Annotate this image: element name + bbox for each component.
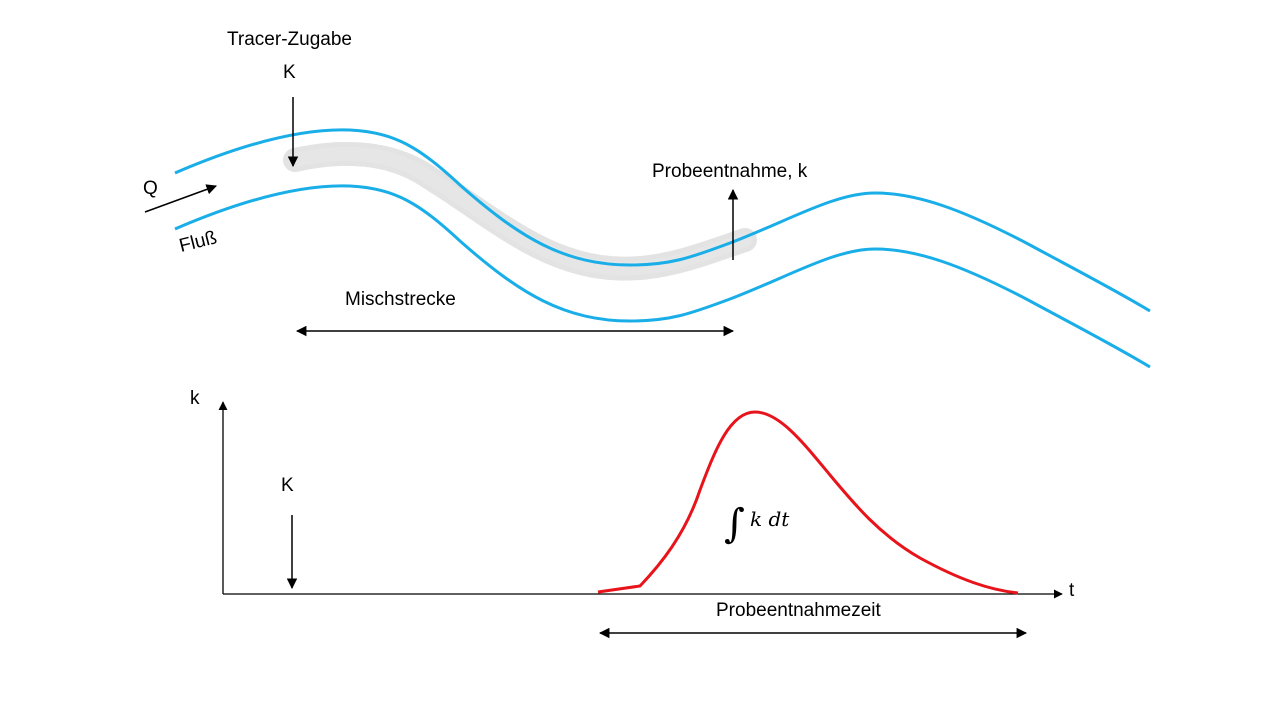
k-lower-label: K — [281, 475, 294, 496]
integral-expression: k dt — [750, 507, 790, 531]
concentration-curve — [597, 410, 1019, 595]
probeentnahmezeit-label: Probeentnahmezeit — [716, 600, 881, 621]
flow-arrow — [144, 184, 217, 213]
fluss-label: Fluß — [177, 227, 219, 257]
mischstrecke-label: Mischstrecke — [345, 289, 456, 310]
river-bank-upper — [174, 128, 1151, 313]
t-axis-label: t — [1069, 580, 1075, 601]
q-label: Q — [143, 178, 158, 199]
tracer-label: Tracer-Zugabe — [227, 29, 352, 50]
k-top-label: K — [283, 62, 296, 83]
river-bank-lower — [174, 184, 1151, 369]
k-axis-label: k — [190, 388, 200, 409]
integral-symbol: ∫ — [724, 501, 745, 547]
probe-label: Probeentnahme, k — [652, 161, 808, 182]
